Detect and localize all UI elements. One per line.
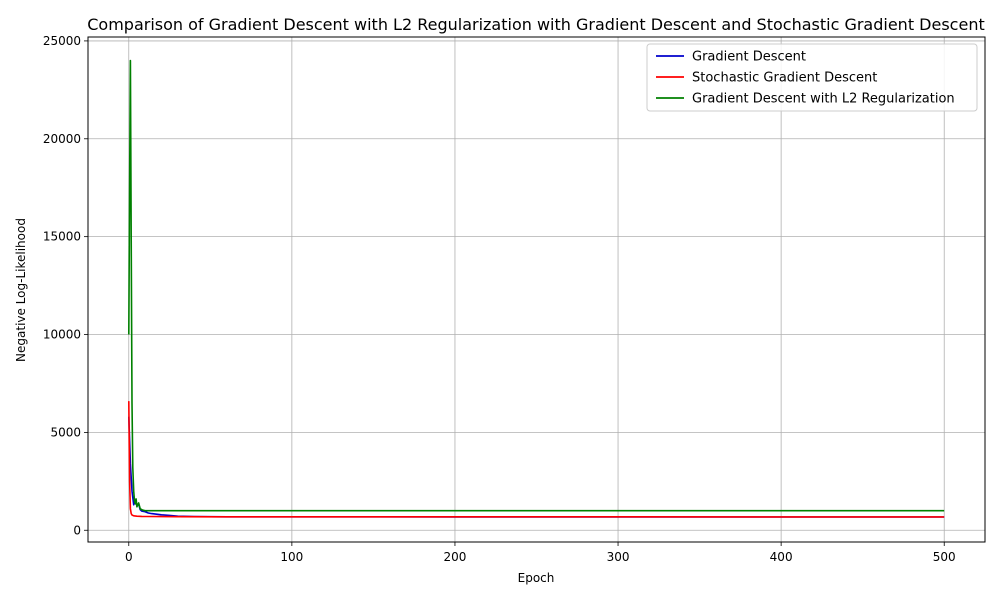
- y-tick-label: 10000: [43, 328, 81, 342]
- series-line-2: [128, 59, 945, 512]
- plot-area-frame: [87, 36, 986, 543]
- y-tick-label: 20000: [43, 132, 81, 146]
- legend-label-0: Gradient Descent: [692, 50, 806, 65]
- series-lines: [128, 59, 945, 518]
- y-tick-label: 5000: [50, 425, 81, 439]
- x-tick-label: 100: [280, 550, 303, 564]
- legend-label-1: Stochastic Gradient Descent: [692, 71, 877, 86]
- chart-title: Comparison of Gradient Descent with L2 R…: [87, 15, 984, 34]
- legend-label-2: Gradient Descent with L2 Regularization: [692, 92, 955, 107]
- legend: Gradient Descent Stochastic Gradient Desc…: [646, 43, 978, 112]
- x-tick-label: 200: [444, 550, 467, 564]
- y-tick-label: 15000: [43, 230, 81, 244]
- grid: [88, 37, 985, 542]
- x-tick-label: 400: [770, 550, 793, 564]
- y-axis-ticks: 0 5000 10000 15000 20000 25000: [43, 34, 88, 537]
- y-tick-label: 25000: [43, 34, 81, 48]
- legend-items: Gradient Descent Stochastic Gradient Desc…: [656, 50, 955, 107]
- x-axis-label: Epoch: [518, 571, 555, 585]
- x-tick-label: 0: [125, 550, 133, 564]
- legend-box: [646, 43, 978, 112]
- x-tick-label: 500: [933, 550, 956, 564]
- x-axis-ticks: 0 100 200 300 400 500: [125, 542, 956, 564]
- series-line-1: [128, 401, 945, 518]
- y-axis-label: Negative Log-Likelihood: [14, 218, 28, 362]
- y-tick-label: 0: [73, 523, 81, 537]
- x-tick-label: 300: [607, 550, 630, 564]
